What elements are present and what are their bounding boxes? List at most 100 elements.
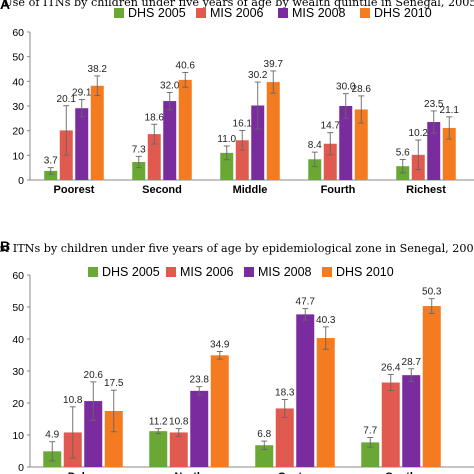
y-tick-label: 50: [12, 52, 24, 64]
data-label: 7.3: [132, 144, 146, 155]
data-label: 14.7: [321, 121, 341, 132]
bar: [381, 382, 400, 467]
bar: [149, 431, 168, 467]
legend-label: DHS 2010: [336, 265, 394, 279]
data-label: 8.4: [308, 140, 322, 151]
data-label: 32.0: [160, 80, 180, 91]
data-label: 28.6: [352, 84, 372, 95]
legend-label: MIS 2008: [292, 6, 346, 20]
category-label: Center: [278, 471, 314, 474]
bar: [339, 106, 353, 180]
data-label: 16.1: [233, 118, 253, 129]
data-label: 5.6: [396, 148, 410, 159]
data-label: 30.2: [248, 70, 268, 81]
category-label: Second: [142, 184, 182, 196]
data-label: 10.8: [169, 417, 189, 428]
data-label: 26.4: [381, 363, 401, 374]
data-label: 4.9: [45, 430, 59, 441]
bar: [147, 134, 161, 180]
data-label: 40.3: [316, 315, 336, 326]
y-tick-label: 60: [12, 27, 24, 39]
y-tick-label: 50: [12, 302, 24, 314]
bar: [442, 127, 456, 180]
data-label: 11.2: [149, 417, 168, 428]
data-label: 6.8: [257, 429, 271, 440]
bar: [275, 408, 294, 467]
y-tick-label: 20: [12, 398, 24, 410]
legend-label: MIS 2008: [258, 265, 312, 279]
bar: [316, 338, 335, 467]
data-label: 21.1: [440, 105, 460, 116]
category-label: Dakar: [68, 471, 99, 474]
y-tick-label: 30: [12, 101, 24, 113]
bar: [427, 122, 441, 180]
data-label: 20.6: [84, 370, 104, 381]
legend-label: DHS 2005: [128, 6, 186, 20]
legend-swatch: [278, 8, 288, 18]
bar: [90, 85, 104, 180]
data-label: 23.5: [424, 99, 444, 110]
data-label: 3.7: [44, 156, 58, 167]
legend-swatch: [88, 267, 98, 277]
y-tick-label: 0: [18, 175, 24, 187]
bar: [190, 390, 209, 467]
legend-label: MIS 2006: [180, 265, 234, 279]
data-label: 11.0: [217, 134, 236, 145]
data-label: 50.3: [422, 287, 442, 298]
y-tick-label: 40: [12, 334, 24, 346]
legend-swatch: [244, 267, 254, 277]
legend-swatch: [360, 8, 370, 18]
legend-label: DHS 2005: [102, 265, 160, 279]
data-label: 10.2: [409, 128, 429, 139]
panel-letter: A: [0, 0, 10, 12]
data-label: 34.9: [210, 339, 230, 350]
bar: [210, 355, 229, 467]
bar: [361, 442, 380, 467]
legend-label: DHS 2010: [374, 6, 432, 20]
panel-letter: B: [0, 238, 10, 254]
bar: [402, 375, 421, 467]
bar: [163, 101, 177, 180]
y-tick-label: 60: [12, 270, 24, 282]
data-label: 39.7: [264, 59, 284, 70]
data-label: 18.6: [145, 112, 165, 123]
y-tick-label: 20: [12, 126, 24, 138]
category-label: Richest: [406, 184, 446, 196]
bar: [235, 140, 249, 180]
legend-swatch: [322, 267, 332, 277]
data-label: 40.6: [176, 60, 196, 71]
panel-b: BUse of ITNs by children under five year…: [0, 238, 474, 474]
bar: [354, 109, 368, 180]
data-label: 28.7: [402, 357, 422, 368]
bar: [44, 170, 58, 180]
bar: [308, 159, 322, 180]
category-label: Poorest: [54, 184, 95, 196]
y-tick-label: 10: [12, 430, 24, 442]
y-tick-label: 30: [12, 366, 24, 378]
bar: [75, 108, 89, 180]
bar: [255, 445, 274, 467]
y-tick-label: 40: [12, 76, 24, 88]
data-label: 47.7: [296, 297, 316, 308]
data-label: 30.0: [336, 82, 356, 93]
bar: [323, 143, 337, 180]
data-label: 7.7: [363, 426, 377, 437]
data-label: 10.8: [63, 395, 83, 406]
bar: [104, 411, 123, 467]
data-label: 20.1: [57, 94, 77, 105]
bar: [266, 82, 280, 180]
data-label: 23.8: [190, 375, 210, 386]
bar: [178, 79, 192, 180]
data-label: 38.2: [88, 64, 108, 75]
bar: [220, 152, 234, 180]
category-label: South: [385, 471, 416, 474]
chart-title: Use of ITNs by children under five years…: [0, 242, 474, 255]
bar: [169, 432, 188, 467]
category-label: Fourth: [321, 184, 356, 196]
bar: [296, 314, 315, 467]
legend-swatch: [114, 8, 124, 18]
y-tick-label: 10: [12, 150, 24, 162]
y-tick-label: 0: [18, 462, 24, 474]
legend-swatch: [196, 8, 206, 18]
